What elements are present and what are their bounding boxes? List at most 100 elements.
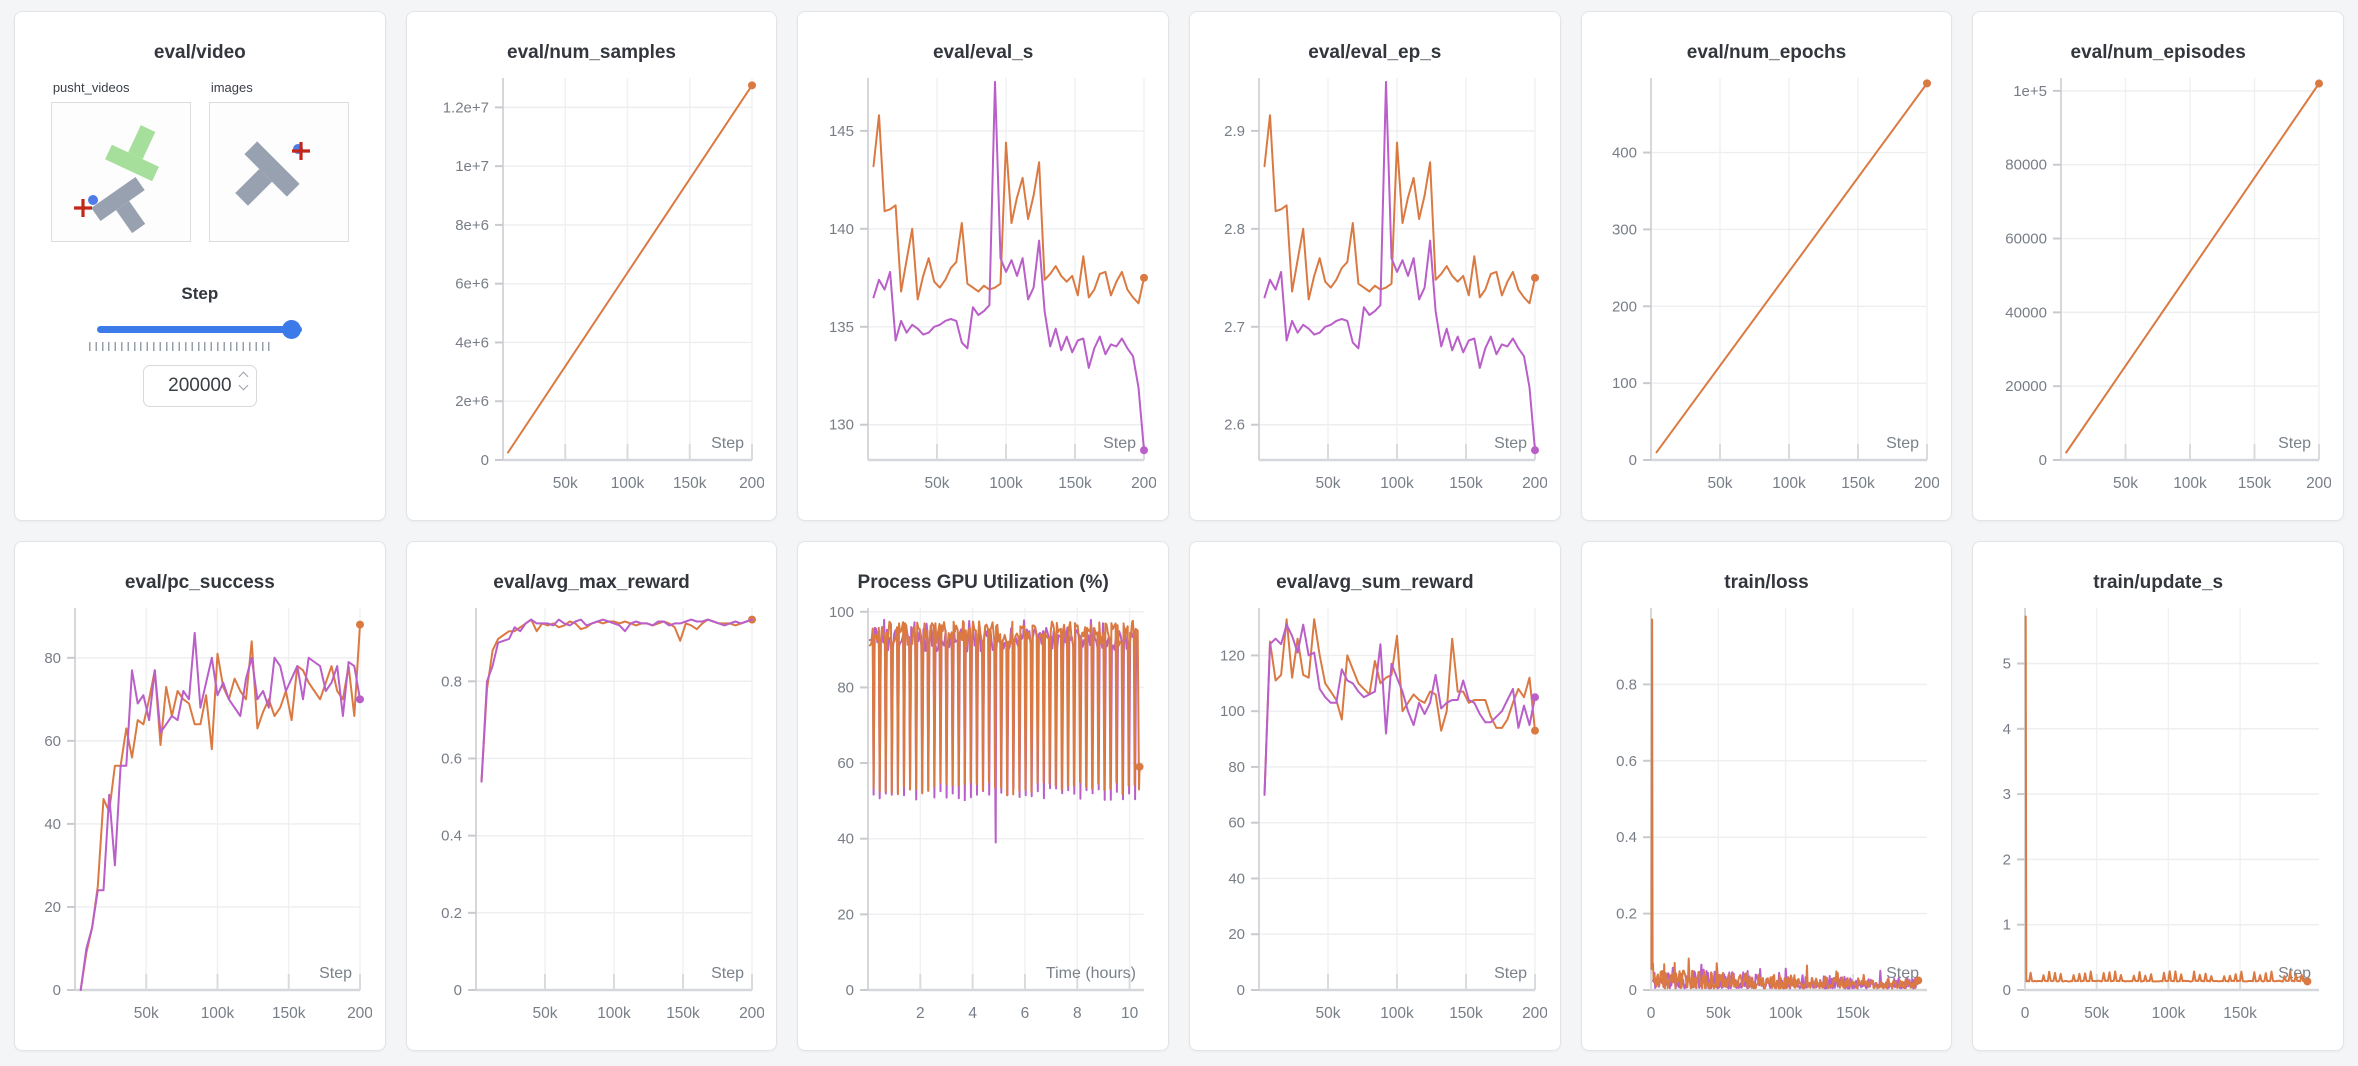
x-axis-label: Step (1103, 435, 1136, 452)
x-tick-label: 50k (2084, 1005, 2109, 1022)
axes: 0 1 2 3 4 5 0 50k 100k 150k (2002, 608, 2319, 1022)
y-tick-label: 140 (829, 221, 854, 238)
y-tick-label: 60 (1229, 815, 1246, 832)
series-line-orange (506, 84, 753, 454)
y-tick-label: 0 (2002, 982, 2010, 999)
series-end-dot-orange (2314, 79, 2323, 88)
series-end-dot-orange (2303, 977, 2312, 986)
images-thumbnail[interactable] (208, 102, 349, 242)
step-input-value[interactable]: 200000 (168, 375, 232, 396)
panel-eval-num-episodes: eval/num_episodes 0 20000 40000 60000 80000 1… (1972, 11, 2344, 521)
grid (2060, 78, 2320, 460)
x-axis-label: Step (711, 435, 744, 452)
y-tick-label: 0 (53, 982, 61, 999)
pusht-video-thumbnail[interactable] (50, 102, 191, 242)
step-slider-label: Step (181, 284, 219, 303)
media-item-images: images (208, 80, 349, 242)
x-tick-label: 50k (553, 475, 578, 492)
chart-title: eval/num_epochs (1686, 42, 1847, 63)
goal-cross-icon (73, 199, 92, 217)
step-slider-ruler (89, 342, 273, 351)
x-tick-label: 100k (201, 1005, 235, 1022)
series-line-orange (1650, 618, 1920, 990)
chart-canvas-num-epochs[interactable]: 0 100 200 300 400 50k 100k 150k 200 Step (1594, 64, 1939, 506)
x-tick-label: 50k (134, 1005, 159, 1022)
series-line-orange (480, 618, 753, 783)
axes: 0 2e+6 4e+6 6e+6 8e+6 1e+7 1.2e+7 50k 100k 150k 20… (443, 78, 764, 492)
y-tick-label: 2.6 (1224, 417, 1245, 434)
panel-eval-avg-sum-reward: eval/avg_sum_reward 0 20 40 60 80 100 120 50k 10… (1188, 541, 1561, 1051)
axes: 0 20 40 60 80 50k 100k 150k 200 (45, 608, 372, 1022)
step-input[interactable]: 200000 (142, 365, 257, 407)
step-slider-track[interactable] (97, 326, 303, 333)
chart-canvas-avg-max-reward[interactable]: 0 0.2 0.4 0.6 0.8 50k 100k 150k 200 Step (419, 594, 764, 1036)
y-tick-label: 0.6 (441, 750, 462, 767)
x-tick-label: 100k (597, 1005, 631, 1022)
chart-canvas-train-loss[interactable]: 0 0.2 0.4 0.6 0.8 0 50k 100k 150k Step (1594, 594, 1939, 1036)
y-tick-label: 20 (45, 899, 62, 916)
series-line-orange (868, 619, 1141, 797)
y-tick-label: 4e+6 (455, 334, 489, 351)
x-tick-label: 0 (1647, 1005, 1656, 1022)
green-tee-shape (104, 125, 159, 182)
gray-tee-shape (235, 141, 300, 206)
series-end-dot-orange (1922, 79, 1931, 88)
step-slider-thumb[interactable] (282, 320, 302, 339)
chart-canvas-eval-s[interactable]: 130 135 140 145 50k 100k 150k 200 Step (811, 64, 1156, 506)
x-tick-label: 50k (2113, 475, 2138, 492)
y-tick-label: 0 (481, 452, 489, 469)
chart-canvas-eval-ep-s[interactable]: 2.6 2.7 2.8 2.9 50k 100k 150k 200 Step (1202, 64, 1547, 506)
y-tick-label: 400 (1612, 145, 1637, 162)
y-tick-label: 0.8 (1616, 676, 1637, 693)
chart-title: eval/avg_sum_reward (1276, 572, 1474, 593)
y-tick-label: 40 (837, 831, 854, 848)
y-tick-label: 0 (1629, 982, 1637, 999)
spinner-down-icon[interactable] (238, 380, 249, 391)
x-tick-label: 100k (1772, 475, 1806, 492)
x-tick-label: 4 (968, 1005, 977, 1022)
panel-gpu-utilization: Process GPU Utilization (%) 0 20 40 60 80 100… (797, 541, 1169, 1051)
series-end-dot-purple (356, 695, 365, 704)
chart-title: train/update_s (2093, 572, 2224, 593)
goal-cross-icon (291, 142, 310, 160)
x-axis-label: Step (319, 965, 352, 982)
x-tick-label: 0 (2020, 1005, 2029, 1022)
chart-canvas-num-episodes[interactable]: 0 20000 40000 60000 80000 1e+5 50k 100k 150k 200 S… (1986, 64, 2331, 506)
chart-title: eval/eval_ep_s (1308, 42, 1442, 63)
y-tick-label: 1e+5 (2013, 83, 2047, 100)
step-input-spinner[interactable] (238, 371, 249, 391)
x-tick-label: 200 (1522, 475, 1547, 492)
chart-canvas-avg-sum-reward[interactable]: 0 20 40 60 80 100 120 50k 100k 150k 200 Step (1202, 594, 1547, 1036)
y-tick-label: 5 (2002, 656, 2010, 673)
chart-title: eval/eval_s (932, 42, 1034, 63)
chart-title: train/loss (1724, 572, 1809, 593)
chart-title: Process GPU Utilization (%) (857, 572, 1109, 593)
y-tick-label: 0.2 (441, 905, 462, 922)
x-tick-label: 100k (2151, 1005, 2185, 1022)
y-tick-label: 0.4 (441, 828, 462, 845)
panel-eval-eval-s: eval/eval_s 130 135 140 145 50k 100k 150k 200 St… (797, 11, 1169, 521)
media-label: pusht_videos (52, 80, 130, 95)
step-slider[interactable] (97, 320, 303, 339)
pusht-scene-image (73, 125, 159, 234)
chart-canvas-num-samples[interactable]: 0 2e+6 4e+6 6e+6 8e+6 1e+7 1.2e+7 50k 100k 150k 20… (419, 64, 764, 506)
axes: 0 0.2 0.4 0.6 0.8 0 50k 100k 150k (1616, 608, 1927, 1022)
grid (2023, 608, 2319, 990)
series-line-orange (1263, 618, 1537, 796)
y-tick-label: 6e+6 (455, 276, 489, 293)
grid (1650, 608, 1927, 990)
panel-eval-avg-max-reward: eval/avg_max_reward 0 0.2 0.4 0.6 0.8 50k 100k… (405, 541, 778, 1051)
x-tick-label: 200 (2306, 475, 2331, 492)
x-tick-label: 200 (1914, 475, 1939, 492)
panel-eval-num-epochs: eval/num_epochs 0 100 200 300 400 50k 100k 150k… (1580, 11, 1953, 521)
series-line-orange (2024, 615, 2309, 983)
panel-eval-pc-success: eval/pc_success 0 20 40 60 80 50k 100k 150k 200 S… (14, 541, 386, 1051)
series-line-orange (872, 114, 1145, 305)
chart-canvas-gpu-utilization[interactable]: 0 20 40 60 80 100 2 4 6 8 10 Time (hours) (811, 594, 1156, 1036)
x-tick-label: 200 (1522, 1005, 1547, 1022)
x-axis-label: Step (2278, 435, 2311, 452)
y-tick-label: 1 (2002, 917, 2010, 934)
chart-canvas-pc-success[interactable]: 0 20 40 60 80 50k 100k 150k 200 Step (27, 594, 372, 1036)
x-tick-label: 50k (1316, 1005, 1341, 1022)
